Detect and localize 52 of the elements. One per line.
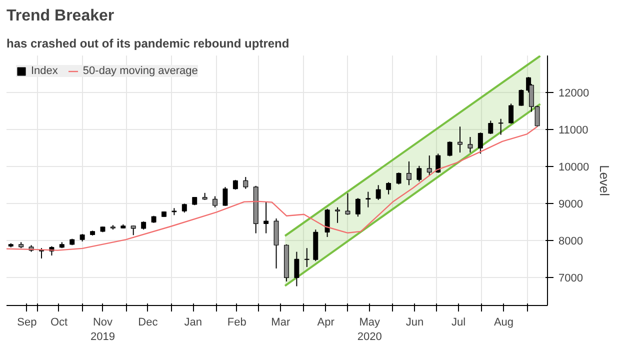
x-tick-label: Feb [227, 316, 246, 328]
x-tick-label: Sep [17, 316, 37, 328]
x-tick-label: Apr [317, 316, 335, 328]
candlestick [436, 153, 441, 174]
y-tick-label: 8000 [558, 236, 583, 248]
x-tick-label: Jul [452, 316, 466, 328]
candlestick [355, 198, 360, 218]
candlestick [468, 136, 473, 154]
candlestick [324, 208, 330, 238]
candlestick [488, 120, 494, 135]
x-tick-label: Jun [406, 316, 424, 328]
x-tick-label: Jan [184, 316, 202, 328]
y-tick-label: 9000 [558, 198, 583, 211]
candlestick [478, 132, 483, 154]
candlestick [232, 179, 238, 190]
candlestick [508, 103, 514, 124]
y-tick-label: 10000 [558, 162, 590, 174]
candlestick [416, 165, 422, 182]
candlestick [130, 225, 136, 236]
candlestick [386, 182, 392, 195]
x-tick-label: Nov 2019 [90, 316, 115, 343]
x-tick-label: Mar [271, 316, 290, 328]
candlestick [518, 89, 524, 106]
candlestick [366, 191, 371, 208]
candlestick [426, 155, 432, 176]
x-tick-label: Aug [494, 316, 514, 328]
y-tick-label: 7000 [558, 272, 583, 285]
x-tick-label: Dec [138, 316, 158, 328]
candlestick [498, 118, 504, 136]
x-tick-label: May 2020 [357, 316, 382, 343]
candlestick [458, 126, 462, 154]
y-tick-label: 12000 [558, 88, 590, 100]
candlestick [447, 140, 452, 157]
candlestick [264, 201, 269, 234]
candlestick [294, 251, 300, 287]
candlestick [222, 186, 228, 206]
chart-subtitle: has crashed out of its pandemic rebound uptrend [6, 36, 290, 50]
y-axis-title: Level [597, 164, 612, 196]
x-tick-label: Oct [50, 316, 68, 328]
candlestick [304, 248, 310, 268]
candlestick [212, 196, 218, 208]
candlestick [376, 184, 381, 200]
candlestick [345, 192, 350, 216]
candlestick [335, 206, 340, 224]
legend-label: 50-day moving average [82, 65, 198, 77]
line-series [6, 126, 538, 251]
legend-label: Index [31, 65, 58, 77]
chart-title: Trend Breaker [6, 8, 114, 24]
candlestick [243, 176, 248, 190]
candlestick [396, 172, 402, 185]
candlestick [406, 160, 412, 186]
y-tick-label: 11000 [558, 124, 588, 137]
